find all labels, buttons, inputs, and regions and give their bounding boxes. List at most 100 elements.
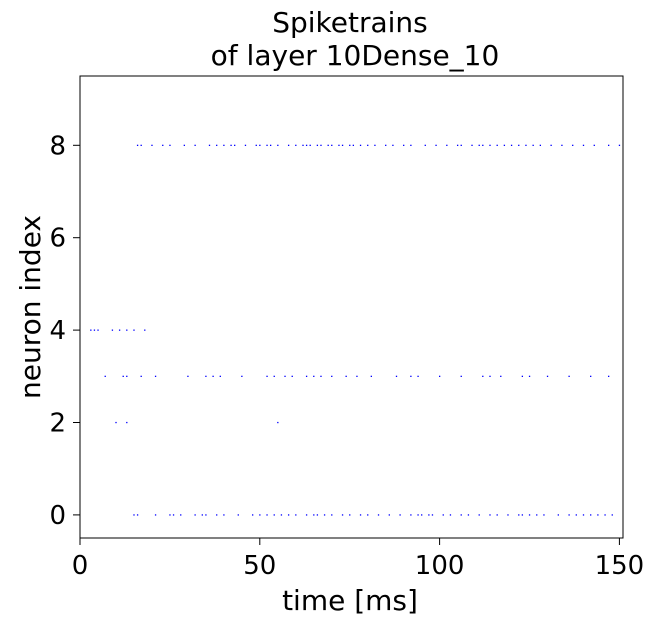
spike-point (410, 514, 412, 516)
spike-point (377, 514, 380, 516)
spike-point (449, 514, 452, 516)
spike-point (528, 375, 531, 377)
spike-point (331, 144, 333, 146)
spike-point (266, 514, 268, 516)
spike-point (525, 144, 527, 146)
spike-point (521, 514, 524, 516)
spike-point (140, 144, 142, 146)
spike-point (460, 375, 462, 377)
spike-point (557, 514, 559, 516)
spike-point (136, 514, 139, 516)
spike-point (349, 514, 351, 516)
spike-point (323, 514, 326, 516)
spike-point (331, 375, 333, 377)
spike-point (169, 514, 171, 516)
spike-point (478, 514, 480, 516)
spike-point (313, 375, 315, 377)
spike-point (122, 375, 124, 377)
y-tick-label: 8 (49, 131, 66, 161)
spike-point (417, 514, 419, 516)
spike-point (169, 144, 171, 146)
spike-point (133, 514, 135, 516)
spike-point (489, 514, 491, 516)
spike-point (370, 375, 372, 377)
spike-point (439, 375, 441, 377)
spike-point (255, 144, 257, 146)
spike-point (208, 144, 211, 146)
spike-point (194, 514, 196, 516)
spike-point (341, 514, 344, 516)
spike-point (331, 514, 333, 516)
spike-point (518, 144, 520, 146)
spike-point (212, 375, 214, 377)
spike-point (295, 514, 297, 516)
x-tick-label: 150 (595, 551, 645, 581)
chart-title-line-1: Spiketrains (272, 6, 428, 39)
y-axis-ticks: 0 2 4 6 8 (49, 131, 80, 531)
spike-point (97, 329, 99, 331)
spike-point (266, 144, 268, 146)
spike-point (287, 514, 290, 516)
spike-point (291, 375, 293, 377)
y-tick-label: 6 (49, 224, 66, 254)
spike-point (327, 144, 329, 146)
spike-point (489, 144, 491, 146)
spike-point (133, 329, 135, 331)
spike-point (259, 514, 261, 516)
spike-point (273, 514, 275, 516)
spike-point (456, 144, 459, 146)
spike-point (284, 375, 286, 377)
spike-point (93, 329, 96, 331)
spike-point (140, 375, 142, 377)
spike-point (543, 514, 545, 516)
spike-point (611, 514, 613, 516)
spike-point (442, 514, 444, 516)
spike-point (180, 514, 182, 516)
spike-point (410, 375, 412, 377)
spike-point (154, 375, 157, 377)
spike-point (183, 144, 185, 146)
spike-point (510, 144, 513, 146)
y-tick-label: 0 (49, 501, 66, 531)
spike-point (287, 144, 290, 146)
spike-point (496, 144, 498, 146)
spike-point (431, 514, 434, 516)
plot-area-frame (79, 75, 624, 539)
spike-point (424, 144, 426, 146)
spike-point (582, 144, 585, 146)
spike-point (550, 144, 552, 146)
spike-point (489, 375, 491, 377)
spike-point (241, 375, 243, 377)
spike-point (280, 514, 283, 516)
spike-point (295, 144, 297, 146)
spike-point (417, 375, 419, 377)
spike-point (568, 375, 570, 377)
spike-point (151, 144, 153, 146)
spike-point (194, 144, 196, 146)
spike-point (536, 514, 538, 516)
spike-point (388, 514, 390, 516)
spike-point (104, 375, 106, 377)
spike-point (234, 144, 236, 146)
spike-point (367, 144, 369, 146)
spike-point (154, 514, 157, 516)
spike-point (313, 514, 315, 516)
y-axis-label: neuron index (14, 215, 47, 399)
spike-point (482, 144, 484, 146)
spike-point (244, 144, 247, 146)
spike-point (144, 329, 146, 331)
spike-point (126, 329, 128, 331)
y-tick-label: 2 (49, 409, 66, 439)
spike-point (352, 144, 354, 146)
spike-point (590, 514, 592, 516)
spike-point (471, 144, 473, 146)
spike-point (266, 375, 268, 377)
spike-point (345, 375, 347, 377)
spike-point (385, 144, 387, 146)
spike-point (162, 144, 164, 146)
spike-point (395, 375, 398, 377)
spike-point (460, 144, 462, 146)
spike-point (320, 144, 322, 146)
spike-point (618, 144, 621, 146)
